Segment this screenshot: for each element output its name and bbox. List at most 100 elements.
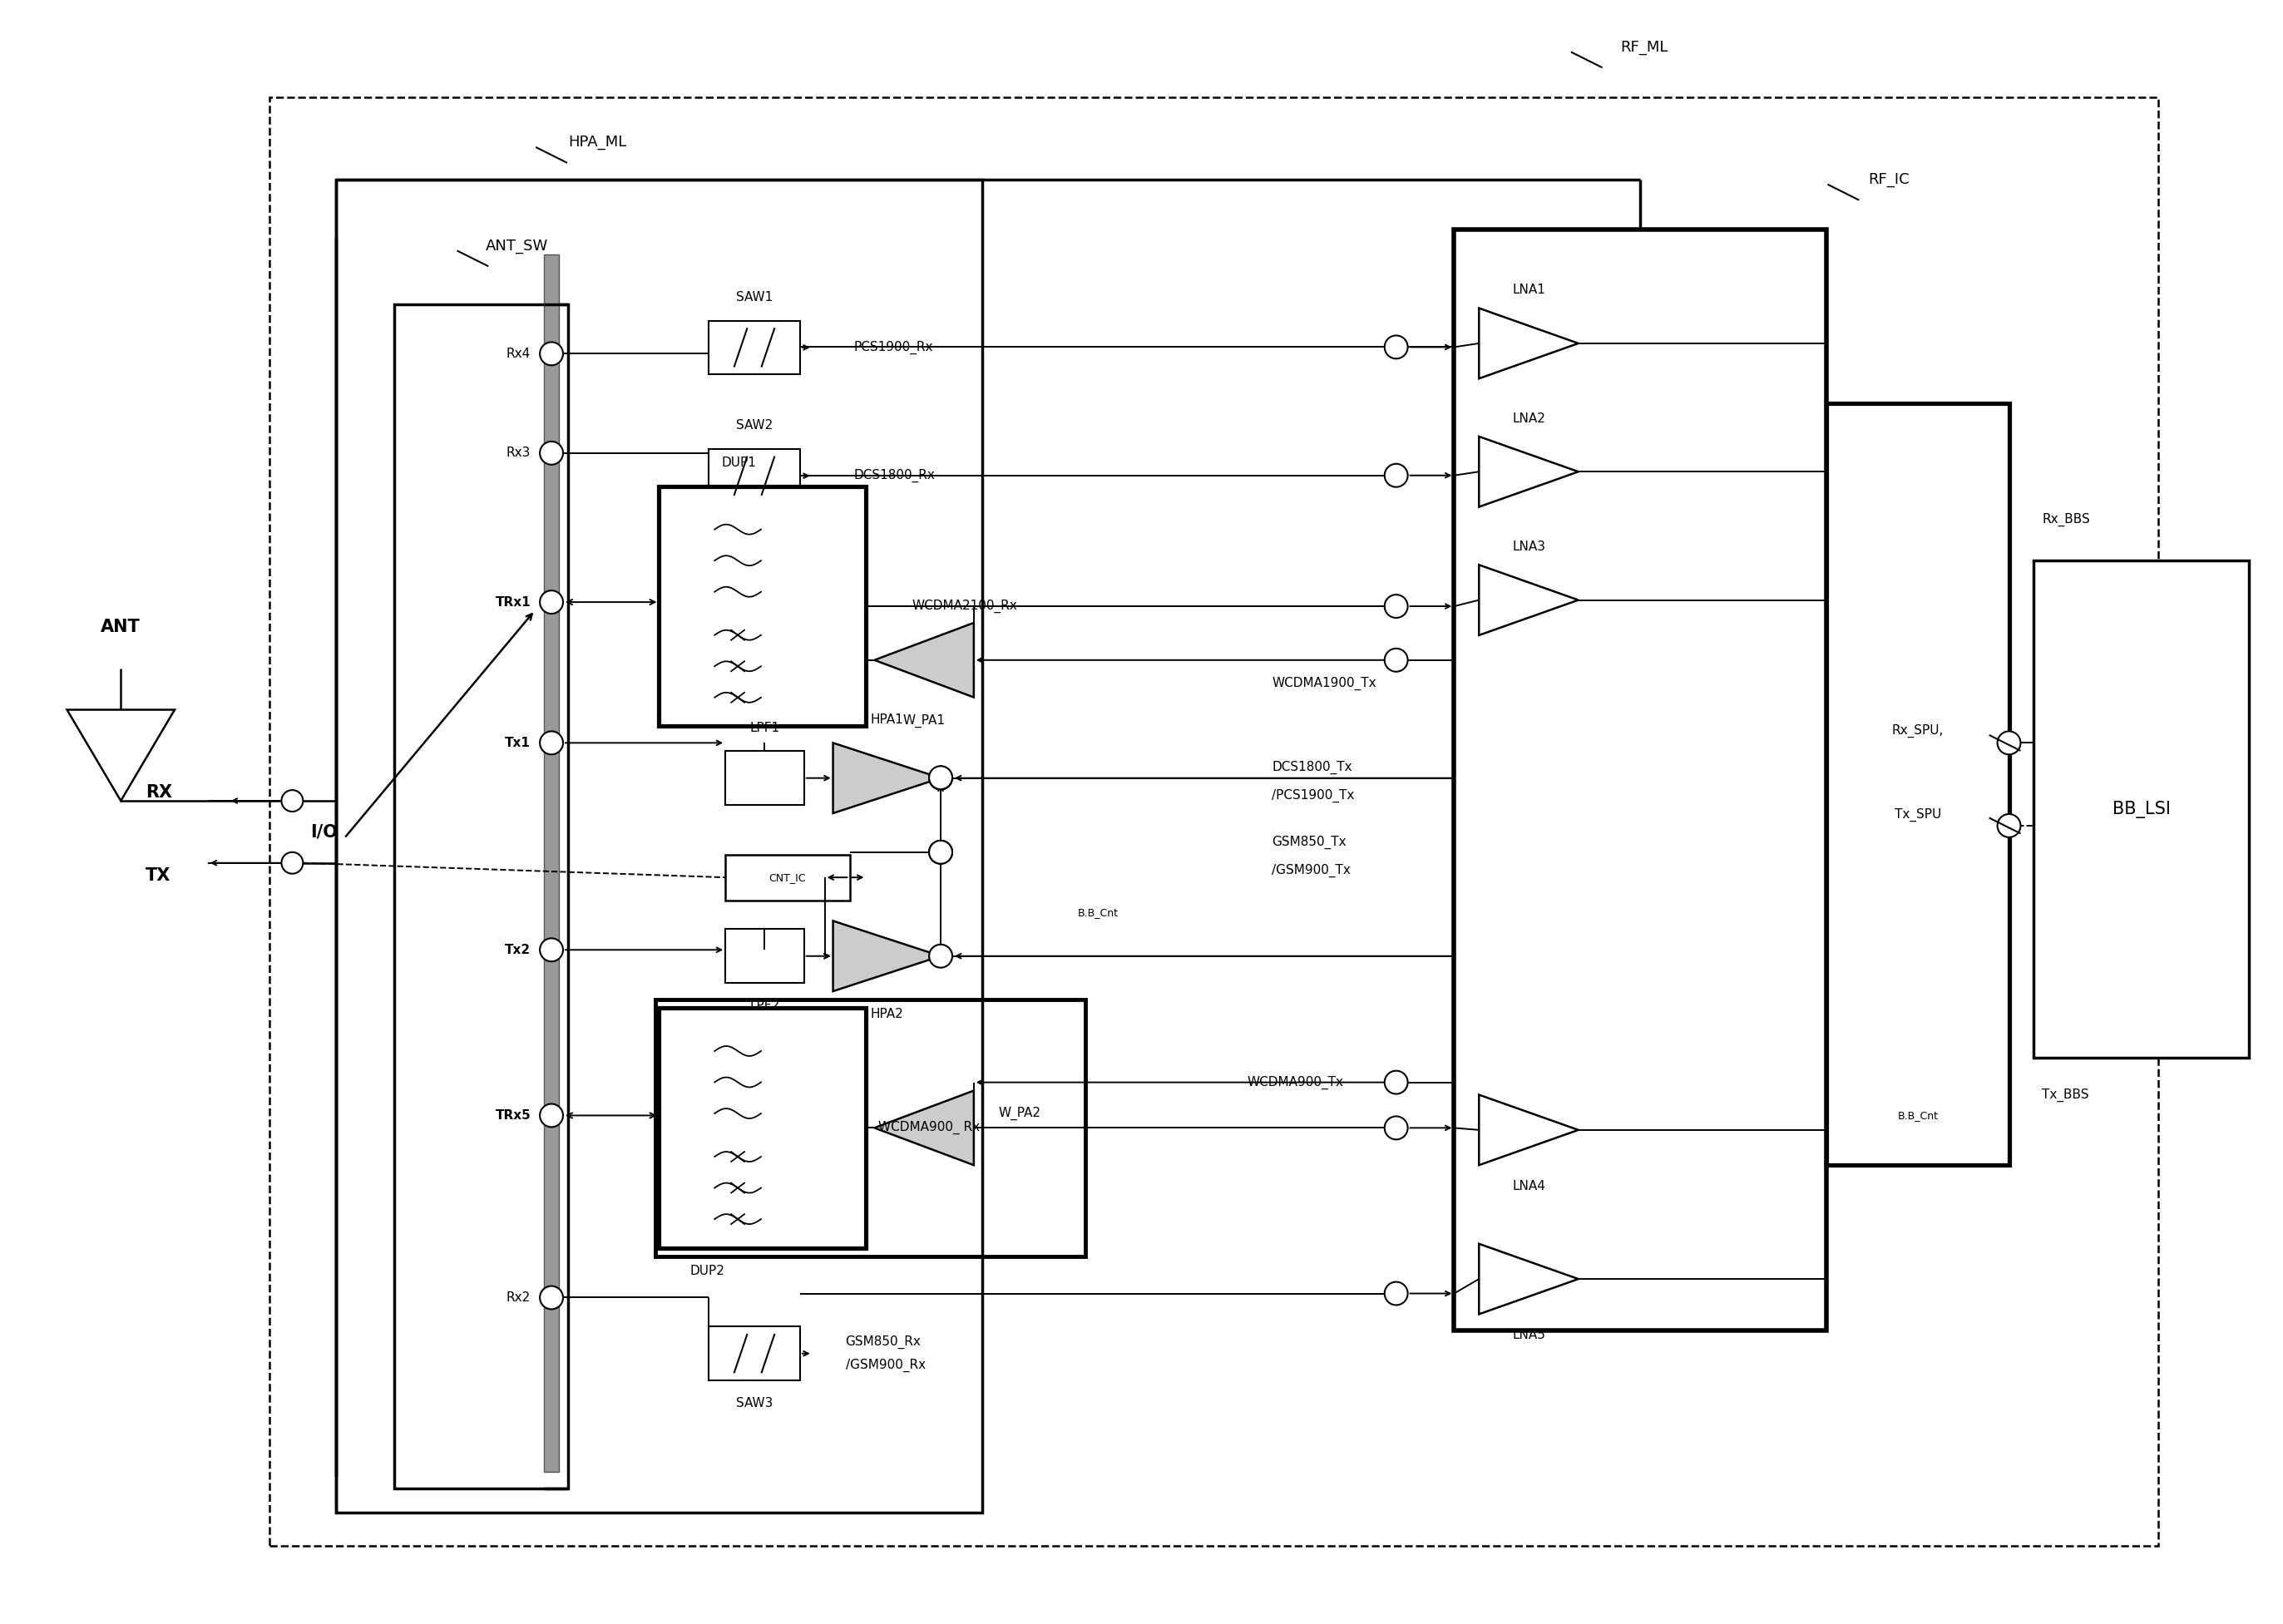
Circle shape bbox=[1383, 594, 1409, 617]
Text: RF_ML: RF_ML bbox=[1621, 41, 1669, 55]
Text: LNA2: LNA2 bbox=[1511, 412, 1546, 424]
Bar bbox=[543, 255, 559, 1471]
Text: DCS1800_Tx: DCS1800_Tx bbox=[1272, 762, 1352, 775]
Text: GSM850_Rx: GSM850_Rx bbox=[845, 1335, 920, 1348]
Bar bbox=[660, 1009, 865, 1247]
Polygon shape bbox=[1479, 565, 1578, 635]
Circle shape bbox=[1998, 814, 2020, 838]
Text: DCS1800_Rx: DCS1800_Rx bbox=[854, 469, 936, 482]
Text: WCDMA1900_Tx: WCDMA1900_Tx bbox=[1272, 677, 1377, 690]
Bar bbox=[708, 448, 799, 503]
Circle shape bbox=[539, 731, 564, 755]
Circle shape bbox=[929, 945, 952, 968]
Text: Tx2: Tx2 bbox=[505, 944, 530, 957]
Text: LNA3: LNA3 bbox=[1511, 541, 1546, 552]
Text: LNA5: LNA5 bbox=[1511, 1328, 1546, 1341]
Text: LPF2: LPF2 bbox=[749, 1000, 781, 1012]
Circle shape bbox=[539, 343, 564, 365]
Circle shape bbox=[929, 767, 952, 789]
Polygon shape bbox=[1479, 1244, 1578, 1314]
Circle shape bbox=[539, 1286, 564, 1309]
Polygon shape bbox=[874, 1091, 975, 1164]
Polygon shape bbox=[1479, 309, 1578, 378]
Text: /GSM900_Rx: /GSM900_Rx bbox=[845, 1359, 925, 1372]
Bar bbox=[2034, 560, 2249, 1057]
Circle shape bbox=[1383, 464, 1409, 487]
Circle shape bbox=[539, 1104, 564, 1127]
Circle shape bbox=[539, 939, 564, 961]
Circle shape bbox=[539, 442, 564, 464]
Circle shape bbox=[1383, 336, 1409, 359]
Circle shape bbox=[1383, 1116, 1409, 1140]
Text: WCDMA900_Tx: WCDMA900_Tx bbox=[1247, 1075, 1345, 1090]
Text: BB_LSI: BB_LSI bbox=[2112, 801, 2171, 818]
Bar bbox=[660, 486, 865, 726]
Circle shape bbox=[281, 853, 304, 874]
Bar bbox=[726, 752, 804, 806]
Text: LNA1: LNA1 bbox=[1511, 284, 1546, 296]
Text: /PCS1900_Tx: /PCS1900_Tx bbox=[1272, 789, 1354, 802]
Text: TRx5: TRx5 bbox=[495, 1109, 530, 1122]
Polygon shape bbox=[874, 622, 975, 697]
Text: WCDMA2100_Rx: WCDMA2100_Rx bbox=[911, 599, 1018, 612]
Text: /GSM900_Tx: /GSM900_Tx bbox=[1272, 864, 1352, 877]
Bar bbox=[1454, 229, 1826, 1330]
Text: Rx_SPU,: Rx_SPU, bbox=[1893, 724, 1943, 737]
Polygon shape bbox=[1479, 1095, 1578, 1164]
Text: CNT_IC: CNT_IC bbox=[769, 872, 806, 883]
Text: DUP2: DUP2 bbox=[689, 1265, 726, 1278]
Bar bbox=[726, 929, 804, 983]
Circle shape bbox=[1383, 1281, 1409, 1306]
Text: LNA4: LNA4 bbox=[1511, 1179, 1546, 1192]
Text: SAW1: SAW1 bbox=[735, 291, 772, 304]
Text: ANT: ANT bbox=[100, 619, 142, 635]
Polygon shape bbox=[1479, 437, 1578, 507]
Bar bbox=[1826, 403, 2009, 1164]
Text: Tx1: Tx1 bbox=[505, 737, 530, 749]
Text: DUP1: DUP1 bbox=[721, 456, 756, 469]
Circle shape bbox=[1383, 1070, 1409, 1095]
Bar bbox=[336, 180, 982, 1514]
Text: ANT_SW: ANT_SW bbox=[486, 239, 548, 253]
Text: Tx_SPU: Tx_SPU bbox=[1895, 809, 1941, 822]
Bar bbox=[726, 854, 849, 900]
Text: Rx_BBS: Rx_BBS bbox=[2041, 513, 2091, 526]
Circle shape bbox=[1383, 648, 1409, 672]
Text: RF_IC: RF_IC bbox=[1867, 172, 1909, 187]
Text: RX: RX bbox=[146, 784, 174, 801]
Circle shape bbox=[929, 767, 952, 789]
Text: B.B_Cnt: B.B_Cnt bbox=[1897, 1111, 1938, 1121]
Text: Rx3: Rx3 bbox=[507, 447, 530, 460]
Text: HPA_ML: HPA_ML bbox=[568, 135, 626, 149]
Circle shape bbox=[539, 591, 564, 614]
Text: TX: TX bbox=[146, 867, 171, 883]
Circle shape bbox=[929, 841, 952, 864]
Text: TRx1: TRx1 bbox=[495, 596, 530, 609]
Bar bbox=[395, 304, 568, 1488]
Bar bbox=[655, 999, 1087, 1257]
Text: PCS1900_Rx: PCS1900_Rx bbox=[854, 341, 934, 354]
Text: WCDMA900_ Rx: WCDMA900_ Rx bbox=[879, 1121, 979, 1135]
Text: GSM850_Tx: GSM850_Tx bbox=[1272, 835, 1347, 849]
Polygon shape bbox=[833, 921, 941, 991]
Bar bbox=[269, 97, 2157, 1546]
Text: HPA1: HPA1 bbox=[870, 713, 904, 726]
Text: W_PA1: W_PA1 bbox=[902, 715, 945, 728]
Text: I/O: I/O bbox=[310, 823, 338, 840]
Bar bbox=[708, 1327, 799, 1380]
Polygon shape bbox=[833, 742, 941, 814]
Text: LPF1: LPF1 bbox=[749, 721, 781, 734]
Circle shape bbox=[281, 789, 304, 812]
Circle shape bbox=[929, 841, 952, 864]
Text: Tx_BBS: Tx_BBS bbox=[2041, 1088, 2089, 1101]
Bar bbox=[708, 320, 799, 375]
Text: SAW3: SAW3 bbox=[735, 1397, 772, 1410]
Text: HPA2: HPA2 bbox=[870, 1009, 904, 1020]
Text: W_PA2: W_PA2 bbox=[998, 1106, 1041, 1119]
Text: Rx2: Rx2 bbox=[507, 1291, 530, 1304]
Circle shape bbox=[1998, 731, 2020, 755]
Text: SAW2: SAW2 bbox=[735, 419, 772, 432]
Text: B.B_Cnt: B.B_Cnt bbox=[1078, 908, 1119, 918]
Polygon shape bbox=[66, 710, 174, 801]
Text: Rx4: Rx4 bbox=[507, 348, 530, 361]
